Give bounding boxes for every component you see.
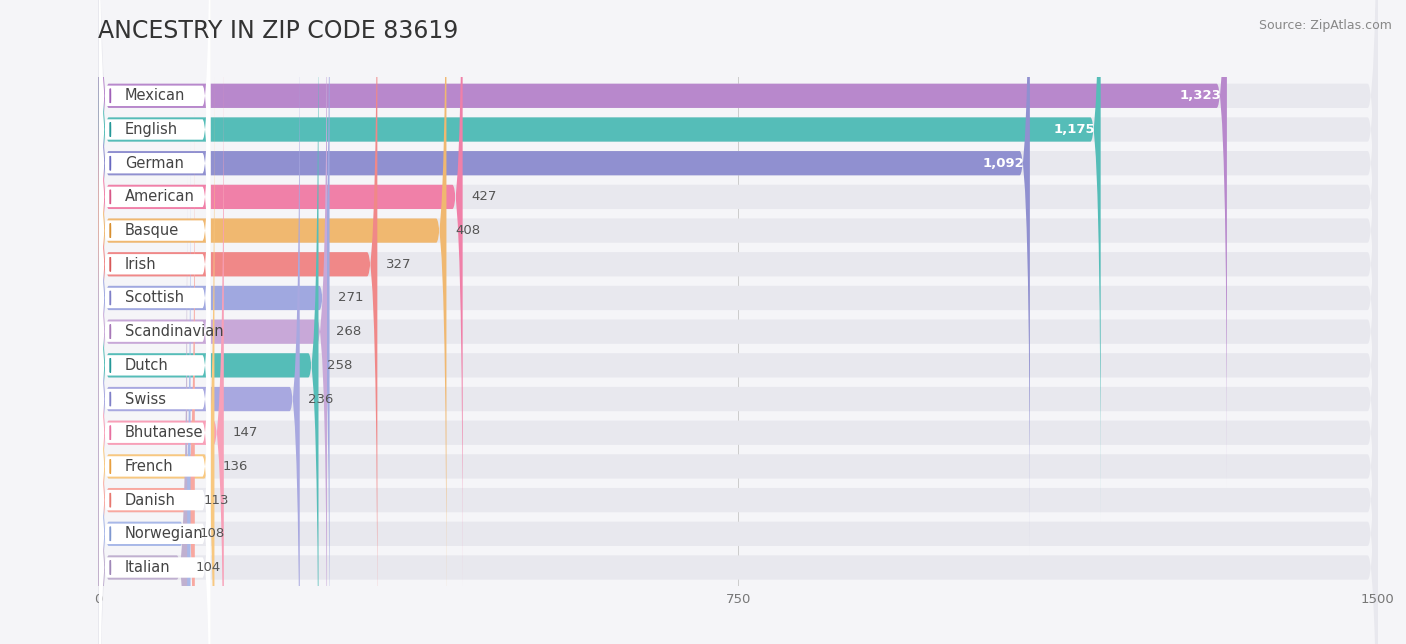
- FancyBboxPatch shape: [100, 173, 209, 644]
- Text: Danish: Danish: [125, 493, 176, 507]
- FancyBboxPatch shape: [98, 142, 191, 644]
- FancyBboxPatch shape: [98, 142, 1378, 644]
- Text: ANCESTRY IN ZIP CODE 83619: ANCESTRY IN ZIP CODE 83619: [98, 19, 458, 43]
- Text: 236: 236: [308, 393, 333, 406]
- Text: 147: 147: [232, 426, 257, 439]
- Text: Scottish: Scottish: [125, 290, 184, 305]
- Text: Irish: Irish: [125, 257, 156, 272]
- Text: 136: 136: [224, 460, 249, 473]
- Text: Italian: Italian: [125, 560, 170, 575]
- FancyBboxPatch shape: [98, 7, 1378, 644]
- FancyBboxPatch shape: [98, 7, 299, 644]
- FancyBboxPatch shape: [100, 241, 209, 644]
- Text: 268: 268: [336, 325, 361, 338]
- FancyBboxPatch shape: [98, 41, 1378, 644]
- FancyBboxPatch shape: [100, 39, 209, 625]
- FancyBboxPatch shape: [100, 0, 209, 557]
- Text: Dutch: Dutch: [125, 358, 169, 373]
- FancyBboxPatch shape: [100, 106, 209, 644]
- FancyBboxPatch shape: [98, 0, 1378, 644]
- FancyBboxPatch shape: [98, 0, 447, 623]
- Text: English: English: [125, 122, 179, 137]
- FancyBboxPatch shape: [98, 0, 377, 644]
- FancyBboxPatch shape: [100, 72, 209, 644]
- FancyBboxPatch shape: [98, 74, 1378, 644]
- Text: 271: 271: [337, 292, 364, 305]
- FancyBboxPatch shape: [100, 207, 209, 644]
- FancyBboxPatch shape: [98, 0, 328, 644]
- FancyBboxPatch shape: [98, 175, 1378, 644]
- Text: Source: ZipAtlas.com: Source: ZipAtlas.com: [1258, 19, 1392, 32]
- FancyBboxPatch shape: [98, 0, 1378, 644]
- FancyBboxPatch shape: [100, 0, 209, 389]
- FancyBboxPatch shape: [100, 0, 209, 524]
- Text: 104: 104: [195, 561, 221, 574]
- Text: Bhutanese: Bhutanese: [125, 425, 204, 440]
- Text: Basque: Basque: [125, 223, 179, 238]
- Text: German: German: [125, 156, 184, 171]
- FancyBboxPatch shape: [98, 0, 1101, 522]
- Text: 108: 108: [200, 527, 225, 540]
- FancyBboxPatch shape: [98, 0, 1378, 644]
- FancyBboxPatch shape: [98, 0, 1227, 488]
- FancyBboxPatch shape: [98, 41, 224, 644]
- FancyBboxPatch shape: [98, 108, 1378, 644]
- Text: 1,092: 1,092: [983, 156, 1025, 170]
- FancyBboxPatch shape: [100, 140, 209, 644]
- Text: Mexican: Mexican: [125, 88, 186, 103]
- FancyBboxPatch shape: [98, 0, 1378, 644]
- FancyBboxPatch shape: [98, 0, 1378, 488]
- FancyBboxPatch shape: [100, 5, 209, 591]
- Text: French: French: [125, 459, 173, 474]
- FancyBboxPatch shape: [100, 0, 209, 456]
- Text: 1,175: 1,175: [1054, 123, 1095, 136]
- FancyBboxPatch shape: [98, 0, 329, 644]
- Text: 408: 408: [456, 224, 479, 237]
- FancyBboxPatch shape: [98, 0, 1378, 522]
- Text: 258: 258: [328, 359, 353, 372]
- FancyBboxPatch shape: [98, 175, 187, 644]
- Text: Norwegian: Norwegian: [125, 526, 204, 542]
- Text: Swiss: Swiss: [125, 392, 166, 406]
- FancyBboxPatch shape: [100, 274, 209, 644]
- Text: 113: 113: [204, 493, 229, 507]
- Text: 1,323: 1,323: [1180, 90, 1222, 102]
- FancyBboxPatch shape: [98, 74, 215, 644]
- Text: 427: 427: [471, 191, 496, 204]
- FancyBboxPatch shape: [98, 0, 319, 644]
- FancyBboxPatch shape: [98, 0, 1378, 555]
- Text: 327: 327: [385, 258, 412, 270]
- FancyBboxPatch shape: [100, 0, 209, 422]
- FancyBboxPatch shape: [98, 108, 195, 644]
- Text: American: American: [125, 189, 195, 204]
- FancyBboxPatch shape: [100, 0, 209, 490]
- FancyBboxPatch shape: [98, 0, 1378, 623]
- FancyBboxPatch shape: [98, 0, 1378, 589]
- FancyBboxPatch shape: [98, 0, 463, 589]
- FancyBboxPatch shape: [98, 0, 1029, 555]
- Text: Scandinavian: Scandinavian: [125, 324, 224, 339]
